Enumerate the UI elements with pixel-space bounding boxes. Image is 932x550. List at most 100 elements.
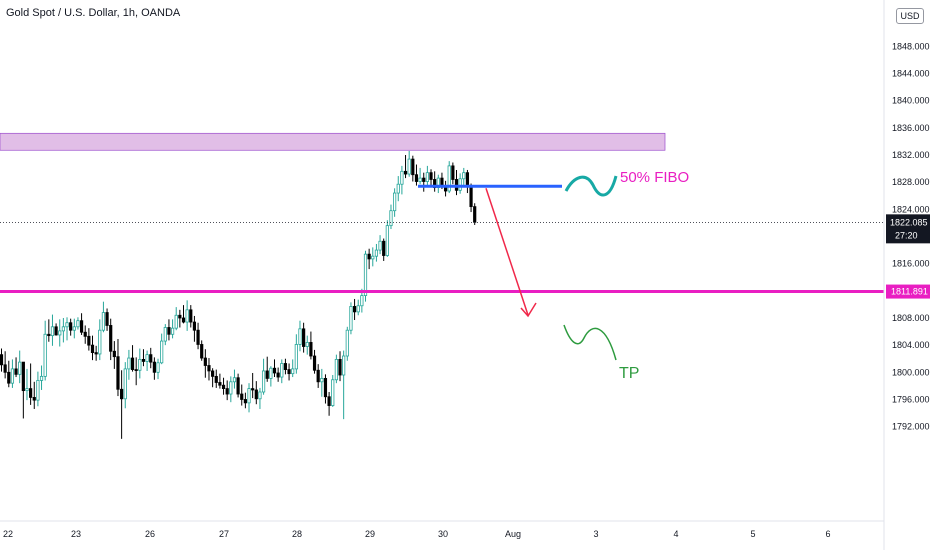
candle-body	[316, 369, 320, 383]
level-price-tag	[886, 284, 930, 299]
candle	[276, 367, 280, 382]
currency-button[interactable]: USD	[896, 8, 924, 24]
candle	[382, 238, 386, 261]
candle	[342, 350, 346, 420]
candle	[240, 384, 244, 406]
level-price-label: 1811.891	[891, 287, 928, 297]
candle	[10, 359, 15, 388]
candle-body	[61, 326, 65, 332]
candle	[98, 319, 102, 361]
candle-body	[411, 158, 415, 176]
candle-body	[200, 344, 204, 359]
candle	[356, 299, 360, 316]
y-tick-label-partial: 1848.000	[892, 41, 930, 51]
candle-body	[14, 368, 18, 375]
candle	[378, 235, 382, 255]
candle	[305, 335, 309, 355]
candle-body	[352, 306, 357, 313]
candle	[21, 361, 25, 419]
candle-body	[145, 354, 149, 362]
candle	[283, 358, 288, 375]
candle-body	[156, 362, 160, 373]
candle	[247, 383, 251, 413]
candle	[105, 308, 109, 331]
candle-body	[258, 391, 262, 400]
candle-body	[90, 344, 95, 354]
current-price-label: 1822.085	[890, 217, 928, 227]
fibo-annotation[interactable]: 50% FIBO	[620, 169, 689, 186]
candle	[145, 350, 149, 371]
candle	[374, 243, 379, 262]
candle-body	[112, 350, 116, 358]
candle	[280, 359, 284, 384]
candle-body	[185, 309, 189, 323]
candle-body	[280, 363, 284, 378]
candle	[18, 350, 22, 384]
y-tick-label: 1804.000	[892, 340, 930, 350]
price-tags: 1822.085 27:20 1811.891	[886, 214, 930, 299]
candle-body	[400, 170, 404, 185]
candle	[167, 319, 171, 341]
candle-body	[323, 378, 328, 398]
candle-body	[47, 333, 51, 337]
candle	[185, 300, 189, 331]
candle-body	[105, 312, 109, 326]
candle-body	[403, 170, 408, 175]
candle-body	[58, 330, 62, 336]
y-tick-label: 1824.000	[892, 204, 930, 214]
y-tick-label: 1816.000	[892, 259, 930, 269]
candle	[465, 169, 470, 194]
candle	[65, 317, 69, 341]
candle-body	[385, 225, 389, 256]
candle-body	[356, 305, 360, 313]
candle	[14, 357, 18, 378]
price-axis[interactable]: 1792.000 1796.000 1800.000 1804.000 1808.000…	[883, 0, 930, 550]
candle-body	[269, 367, 273, 379]
candle-body	[294, 344, 298, 370]
candle	[352, 298, 357, 321]
candle-body	[174, 314, 178, 329]
candle-body	[149, 354, 153, 363]
candle-body	[221, 384, 226, 389]
arrow-shaft	[485, 188, 529, 316]
fibo-wave-drawing[interactable]	[564, 175, 618, 197]
tp-wave-drawing[interactable]	[563, 324, 617, 361]
candle	[0, 348, 4, 372]
countdown-label: 27:20	[895, 230, 918, 240]
tp-annotation[interactable]: TP	[619, 365, 639, 382]
x-tick-label: 30	[438, 529, 448, 539]
candle-body	[334, 358, 338, 381]
candle-body	[312, 355, 317, 371]
candle-body	[407, 158, 411, 175]
candle	[76, 317, 80, 330]
candle-body	[236, 377, 240, 395]
candle-body	[120, 388, 124, 400]
candle	[451, 162, 455, 185]
y-tick-label: 1836.000	[892, 123, 930, 133]
candle-body	[414, 174, 419, 182]
y-tick-label: 1840.000	[892, 96, 930, 106]
candle	[254, 381, 258, 405]
candle	[418, 167, 422, 185]
candle-body	[10, 368, 15, 384]
candle-body	[458, 178, 462, 191]
candle	[331, 375, 335, 407]
candle-body	[254, 389, 258, 400]
candle	[170, 319, 175, 339]
y-tick-label: 1832.000	[892, 150, 930, 160]
time-axis[interactable]: 22 23 26 27 28 29 30 Aug 3 4 5 6	[0, 520, 884, 539]
resistance-zone[interactable]	[0, 132, 666, 151]
candle	[58, 319, 62, 347]
projection-arrow[interactable]	[485, 188, 537, 318]
candle-body	[163, 327, 167, 342]
candle-body	[69, 322, 73, 331]
candle-body	[469, 185, 473, 208]
candle-body	[374, 249, 379, 257]
candle	[101, 301, 106, 333]
candle	[473, 203, 477, 225]
candle-body	[196, 329, 200, 345]
candle	[50, 314, 55, 346]
candle-body	[261, 370, 266, 393]
y-tick-label: 1844.000	[892, 69, 930, 79]
